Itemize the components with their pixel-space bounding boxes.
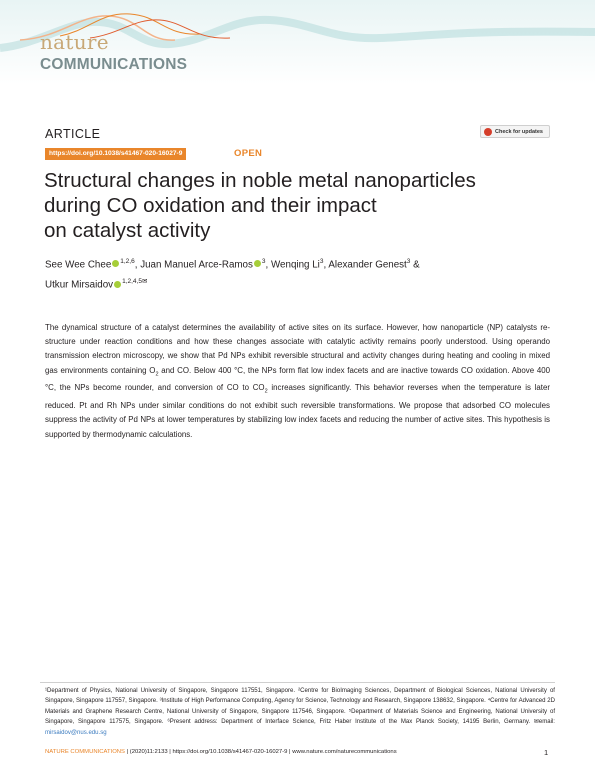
author-affiliation-refs: 1,2,6: [120, 258, 135, 265]
footer-citation: | (2020)11:2133 | https://doi.org/10.103…: [124, 749, 397, 755]
abstract: The dynamical structure of a catalyst de…: [45, 323, 550, 439]
orcid-icon[interactable]: [253, 260, 261, 268]
affiliations: ¹Department of Physics, National Univers…: [45, 688, 555, 736]
author-name[interactable]: See Wee Chee: [45, 259, 112, 271]
check-updates-label: Check for updates: [495, 128, 543, 135]
open-access-label: OPEN: [234, 148, 263, 159]
author-name[interactable]: Utkur Mirsaidov: [45, 279, 114, 291]
email-link[interactable]: mirsaidov@nus.edu.sg: [45, 729, 107, 736]
orcid-icon[interactable]: [114, 280, 122, 288]
email-envelope-icon[interactable]: ✉: [141, 278, 148, 286]
article-title: Structural changes in noble metal nanopa…: [44, 168, 564, 243]
title-line: during CO oxidation and their impact: [44, 194, 377, 217]
check-updates-icon: [484, 127, 492, 136]
footer-journal-name: NATURE COMMUNICATIONS: [45, 749, 125, 755]
page-number: 1: [544, 748, 549, 757]
page-footer: NATURE COMMUNICATIONS | (2020)11:2133 | …: [45, 749, 550, 755]
article-type-label: ARTICLE: [45, 127, 101, 141]
banner-wave-graphic: [0, 0, 595, 84]
author-list: See Wee Chee 1,2,6, Juan Manuel Arce-Ramo…: [45, 258, 420, 291]
author-name[interactable]: Wenqing Li: [270, 259, 320, 271]
author-affiliation-refs: 1,2,4,5: [122, 278, 142, 286]
affiliations-divider: [40, 682, 555, 683]
journal-logo-nature: nature: [40, 30, 109, 54]
check-for-updates-button[interactable]: Check for updates: [480, 125, 550, 138]
author-name[interactable]: Juan Manuel Arce-Ramos: [140, 259, 253, 271]
author-affiliation-refs: 3: [406, 258, 411, 265]
doi-link[interactable]: https://doi.org/10.1038/s41467-020-16027…: [45, 148, 187, 160]
author-affiliation-refs: 3: [261, 258, 266, 265]
journal-logo-communications: COMMUNICATIONS: [40, 56, 188, 73]
author-name[interactable]: Alexander Genest: [328, 259, 407, 271]
author-affiliation-refs: 3: [319, 258, 324, 265]
title-line: Structural changes in noble metal nanopa…: [44, 169, 476, 192]
journal-banner: nature COMMUNICATIONS: [0, 0, 595, 84]
orcid-icon[interactable]: [112, 260, 120, 268]
title-line: on catalyst activity: [44, 219, 211, 242]
